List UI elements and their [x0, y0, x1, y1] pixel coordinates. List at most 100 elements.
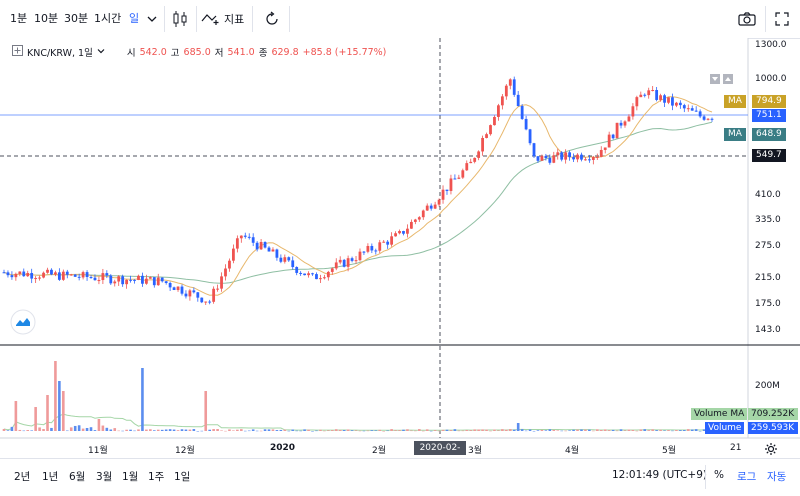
high-label: 고: [170, 48, 180, 59]
interval-1m[interactable]: 1분: [10, 12, 28, 25]
crosshair-price-badge: 549.7: [752, 149, 786, 162]
volume-bar: [30, 430, 33, 431]
volume-value: 259.593K: [748, 422, 798, 434]
candle-body: [251, 237, 255, 243]
candle-body: [247, 236, 251, 238]
candle-body: [141, 275, 144, 284]
crosshair-date-badge: 2020-02-20: [414, 441, 466, 467]
candle-body: [322, 277, 326, 279]
price-chart[interactable]: [0, 38, 800, 458]
candle-body: [623, 121, 627, 126]
range-1d[interactable]: 1일: [174, 471, 191, 483]
candle-body: [540, 155, 544, 161]
collapse-up-icon[interactable]: [723, 69, 733, 88]
range-1m[interactable]: 1월: [122, 471, 139, 483]
candle-body: [354, 260, 358, 262]
interval-30m[interactable]: 30분: [64, 12, 89, 25]
interval-10m[interactable]: 10분: [34, 12, 59, 25]
candle-body: [457, 177, 461, 179]
volume-bar: [433, 430, 437, 431]
volume-bar: [611, 429, 615, 431]
volume-label: Volume: [705, 422, 745, 434]
candle-body: [591, 157, 595, 160]
price-tick: 335.0: [755, 215, 781, 225]
interval-1h[interactable]: 1시간: [94, 12, 122, 25]
legend-toggle-icon[interactable]: [12, 45, 23, 59]
candle-body: [445, 189, 449, 191]
candle-body: [168, 282, 172, 288]
candle-body: [611, 134, 615, 139]
candle-body: [2, 272, 6, 274]
candle-body: [449, 178, 453, 191]
candle-body: [370, 245, 374, 251]
legend-chevron-down-icon[interactable]: [97, 47, 105, 58]
candle-body: [192, 290, 196, 293]
volume-bar: [568, 430, 571, 431]
price-tick: 1000.0: [755, 74, 787, 84]
candle-body: [536, 156, 540, 161]
range-1w[interactable]: 1주: [148, 471, 165, 483]
volume-bar: [149, 429, 152, 431]
indicators-icon[interactable]: [200, 4, 222, 34]
candle-body: [659, 95, 662, 100]
top-toolbar: 1분 10분 30분 1시간 일 지표: [0, 0, 800, 39]
volume-bar: [358, 430, 362, 432]
volume-bar: [686, 429, 690, 431]
volume-bar: [89, 427, 93, 431]
candle-body: [489, 125, 492, 135]
volume-bar: [350, 430, 354, 431]
volume-bar: [465, 429, 469, 431]
volume-bar: [655, 430, 658, 431]
volume-bar: [671, 430, 674, 432]
candle-body: [101, 273, 105, 281]
volume-bar: [58, 381, 61, 431]
candle-body: [208, 301, 212, 303]
indicators-button-label[interactable]: 지표: [224, 13, 245, 26]
reset-refresh-icon[interactable]: [260, 4, 284, 34]
volume-bar: [204, 391, 208, 431]
candle-body: [362, 251, 366, 253]
volume-bar: [410, 430, 413, 432]
candle-body: [30, 272, 34, 279]
candle-body: [477, 151, 481, 158]
candle-body: [702, 116, 706, 120]
volume-bar: [659, 429, 662, 431]
candle-body: [409, 221, 413, 229]
candles-style-icon[interactable]: [168, 4, 192, 34]
symbol-name[interactable]: KNC/KRW, 1일: [27, 48, 93, 59]
volume-bar: [129, 429, 132, 431]
percent-scale-toggle[interactable]: %: [714, 469, 724, 481]
range-1y[interactable]: 1년: [42, 471, 59, 483]
collapse-down-icon[interactable]: [710, 69, 720, 88]
candle-body: [552, 155, 556, 163]
ma-fast-value: 794.9: [752, 95, 786, 108]
range-3m[interactable]: 3월: [96, 471, 113, 483]
range-2y[interactable]: 2년: [14, 471, 31, 483]
tradingview-logo-icon[interactable]: [10, 309, 36, 339]
camera-snapshot-icon[interactable]: [733, 4, 761, 34]
candle-body: [109, 275, 113, 284]
volume-ma-line: [3, 413, 712, 431]
volume-bar: [382, 430, 386, 432]
clock-display[interactable]: 12:01:49 (UTC+9): [612, 469, 707, 481]
candle-body: [121, 276, 125, 285]
log-scale-toggle[interactable]: 로그: [737, 471, 757, 483]
volume-bar: [477, 429, 480, 431]
fullscreen-icon[interactable]: [768, 4, 796, 34]
volume-bar: [236, 429, 239, 431]
candle-body: [50, 269, 53, 275]
settings-gear-icon[interactable]: [764, 441, 778, 460]
auto-scale-toggle[interactable]: 자동: [767, 471, 787, 483]
time-tick: 2월: [372, 446, 387, 456]
volume-bar: [445, 429, 449, 431]
candle-body: [315, 274, 318, 280]
time-tick: 2020: [270, 443, 296, 453]
bottom-toolbar: 2년 1년 6월 3월 1월 1주 1일 12:01:49 (UTC+9) % …: [0, 458, 800, 496]
volume-bar: [623, 430, 627, 431]
interval-1d[interactable]: 일: [129, 12, 140, 25]
range-6m[interactable]: 6월: [69, 471, 86, 483]
volume-bar: [69, 427, 73, 431]
candle-body: [643, 94, 647, 96]
interval-dropdown-chevron-icon[interactable]: [143, 4, 161, 34]
candle-body: [172, 287, 176, 291]
